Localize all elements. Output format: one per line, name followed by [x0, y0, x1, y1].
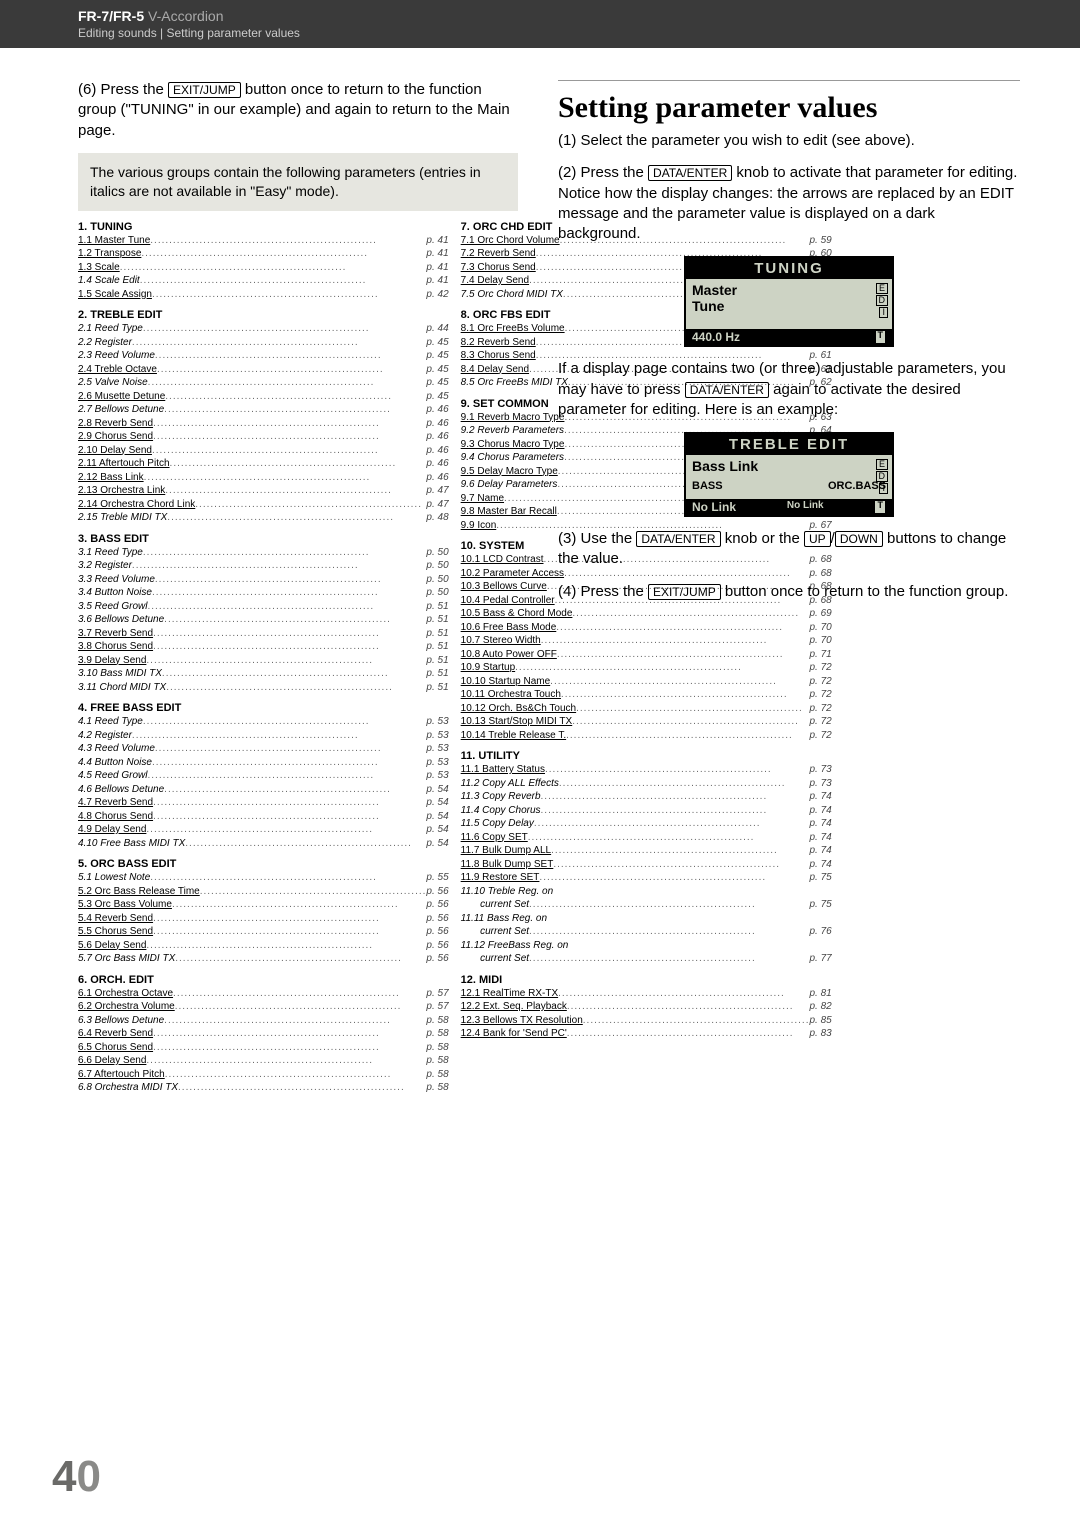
- toc-item: 2.11 Aftertouch Pitchp. 46: [78, 457, 449, 471]
- toc-item: 3.7 Reverb Sendp. 51: [78, 627, 449, 641]
- toc-item: 5.5 Chorus Sendp. 56: [78, 925, 449, 939]
- toc-item: 5.4 Reverb Sendp. 56: [78, 912, 449, 926]
- toc-item: 6.4 Reverb Sendp. 58: [78, 1027, 449, 1041]
- toc-item: 2.12 Bass Linkp. 46: [78, 471, 449, 485]
- toc-item: 6.3 Bellows Detunep. 58: [78, 1014, 449, 1028]
- toc-item: 1.2 Transposep. 41: [78, 247, 449, 261]
- toc-item: 5.2 Orc Bass Release Timep. 56: [78, 885, 449, 899]
- toc-item: 2.6 Musette Detunep. 45: [78, 390, 449, 404]
- toc-item: 5.3 Orc Bass Volumep. 56: [78, 898, 449, 912]
- toc-item: 6.8 Orchestra MIDI TXp. 58: [78, 1081, 449, 1095]
- toc-item: 6.2 Orchestra Volumep. 57: [78, 1000, 449, 1014]
- brand-logo: Roland: [0, 1297, 4, 1488]
- lcd-tuning: TUNING Master Tune E D I 440.0 Hz T: [684, 256, 894, 347]
- toc-item: 3.8 Chorus Sendp. 51: [78, 640, 449, 654]
- toc-item: 3.10 Bass MIDI TXp. 51: [78, 667, 449, 681]
- lcd-treble: TREBLE EDIT Bass Link BASS ORC.BASS E D …: [684, 432, 894, 517]
- toc-item: 4.4 Button Noisep. 53: [78, 756, 449, 770]
- data-enter-key-2: DATA/ENTER: [685, 382, 769, 398]
- toc-item: 3.1 Reed Typep. 50: [78, 546, 449, 560]
- toc-section-head: 4. FREE BASS EDIT: [78, 702, 449, 714]
- toc-item: 3.9 Delay Sendp. 51: [78, 654, 449, 668]
- toc-item: 6.6 Delay Sendp. 58: [78, 1054, 449, 1068]
- toc-item: 2.8 Reverb Sendp. 46: [78, 417, 449, 431]
- toc-section-head: 1. TUNING: [78, 221, 449, 233]
- data-enter-key: DATA/ENTER: [648, 165, 732, 181]
- page-header: FR-7/FR-5 V-Accordion Editing sounds | S…: [0, 0, 1080, 48]
- toc-item: 3.5 Reed Growlp. 51: [78, 600, 449, 614]
- step-4: (4) Press the EXIT/JUMP button once to r…: [558, 582, 1020, 602]
- exit-jump-key-2: EXIT/JUMP: [648, 584, 721, 600]
- page-number: 40: [52, 1452, 101, 1502]
- toc-item: 1.3 Scalep. 41: [78, 261, 449, 275]
- breadcrumb: Editing sounds | Setting parameter value…: [78, 26, 1080, 40]
- toc-item: 5.6 Delay Sendp. 56: [78, 939, 449, 953]
- toc-item: 2.1 Reed Typep. 44: [78, 322, 449, 336]
- toc: 1. TUNING1.1 Master Tunep. 411.2 Transpo…: [78, 221, 518, 1095]
- toc-item: 2.14 Orchestra Chord Linkp. 47: [78, 498, 449, 512]
- toc-section-head: 6. ORCH. EDIT: [78, 974, 449, 986]
- toc-item: 5.7 Orc Bass MIDI TXp. 56: [78, 952, 449, 966]
- step-3: (3) Use the DATA/ENTER knob or the UP/DO…: [558, 529, 1020, 570]
- step-2: (2) Press the DATA/ENTER knob to activat…: [558, 163, 1020, 244]
- toc-col-a: 1. TUNING1.1 Master Tunep. 411.2 Transpo…: [78, 221, 449, 1095]
- exit-jump-key: EXIT/JUMP: [168, 82, 241, 98]
- toc-item: 4.1 Reed Typep. 53: [78, 715, 449, 729]
- down-key: DOWN: [835, 531, 883, 547]
- divider: [558, 80, 1020, 81]
- toc-item: 3.11 Chord MIDI TXp. 51: [78, 681, 449, 695]
- toc-item: 4.2 Registerp. 53: [78, 729, 449, 743]
- toc-item: 2.15 Treble MIDI TXp. 48: [78, 511, 449, 525]
- toc-item: 6.5 Chorus Sendp. 58: [78, 1041, 449, 1055]
- toc-item: 2.10 Delay Sendp. 46: [78, 444, 449, 458]
- toc-item: 4.7 Reverb Sendp. 54: [78, 796, 449, 810]
- up-key: UP: [804, 531, 831, 547]
- toc-item: 3.2 Registerp. 50: [78, 559, 449, 573]
- toc-item: 4.8 Chorus Sendp. 54: [78, 810, 449, 824]
- toc-item: 4.3 Reed Volumep. 53: [78, 742, 449, 756]
- toc-item: 6.7 Aftertouch Pitchp. 58: [78, 1068, 449, 1082]
- step-1: (1) Select the parameter you wish to edi…: [558, 131, 1020, 151]
- toc-item: 3.4 Button Noisep. 50: [78, 586, 449, 600]
- toc-item: 2.5 Valve Noisep. 45: [78, 376, 449, 390]
- step-6: (6) Press the EXIT/JUMP button once to r…: [78, 80, 518, 141]
- toc-item: 6.1 Orchestra Octavep. 57: [78, 987, 449, 1001]
- toc-item: 1.4 Scale Editp. 41: [78, 274, 449, 288]
- toc-item: 2.13 Orchestra Linkp. 47: [78, 484, 449, 498]
- toc-item: 2.7 Bellows Detunep. 46: [78, 403, 449, 417]
- section-title: Setting parameter values: [558, 91, 1020, 125]
- toc-section-head: 2. TREBLE EDIT: [78, 309, 449, 321]
- toc-section-head: 3. BASS EDIT: [78, 533, 449, 545]
- toc-item: 4.9 Delay Sendp. 54: [78, 823, 449, 837]
- toc-item: 5.1 Lowest Notep. 55: [78, 871, 449, 885]
- toc-item: 2.4 Treble Octavep. 45: [78, 363, 449, 377]
- note-box: The various groups contain the following…: [78, 153, 518, 211]
- product-name: V-Accordion: [148, 8, 223, 24]
- toc-item: 3.6 Bellows Detunep. 51: [78, 613, 449, 627]
- toc-item: 4.10 Free Bass MIDI TXp. 54: [78, 837, 449, 851]
- toc-item: 2.2 Registerp. 45: [78, 336, 449, 350]
- toc-item: 4.6 Bellows Detunep. 54: [78, 783, 449, 797]
- toc-item: 2.3 Reed Volumep. 45: [78, 349, 449, 363]
- model: FR-7/FR-5: [78, 8, 144, 24]
- toc-item: 1.1 Master Tunep. 41: [78, 234, 449, 248]
- toc-item: 4.5 Reed Growlp. 53: [78, 769, 449, 783]
- data-enter-key-3: DATA/ENTER: [636, 531, 720, 547]
- toc-section-head: 5. ORC BASS EDIT: [78, 858, 449, 870]
- mid-para: If a display page contains two (or three…: [558, 359, 1020, 420]
- toc-item: 3.3 Reed Volumep. 50: [78, 573, 449, 587]
- toc-item: 1.5 Scale Assignp. 42: [78, 288, 449, 302]
- toc-item: 2.9 Chorus Sendp. 46: [78, 430, 449, 444]
